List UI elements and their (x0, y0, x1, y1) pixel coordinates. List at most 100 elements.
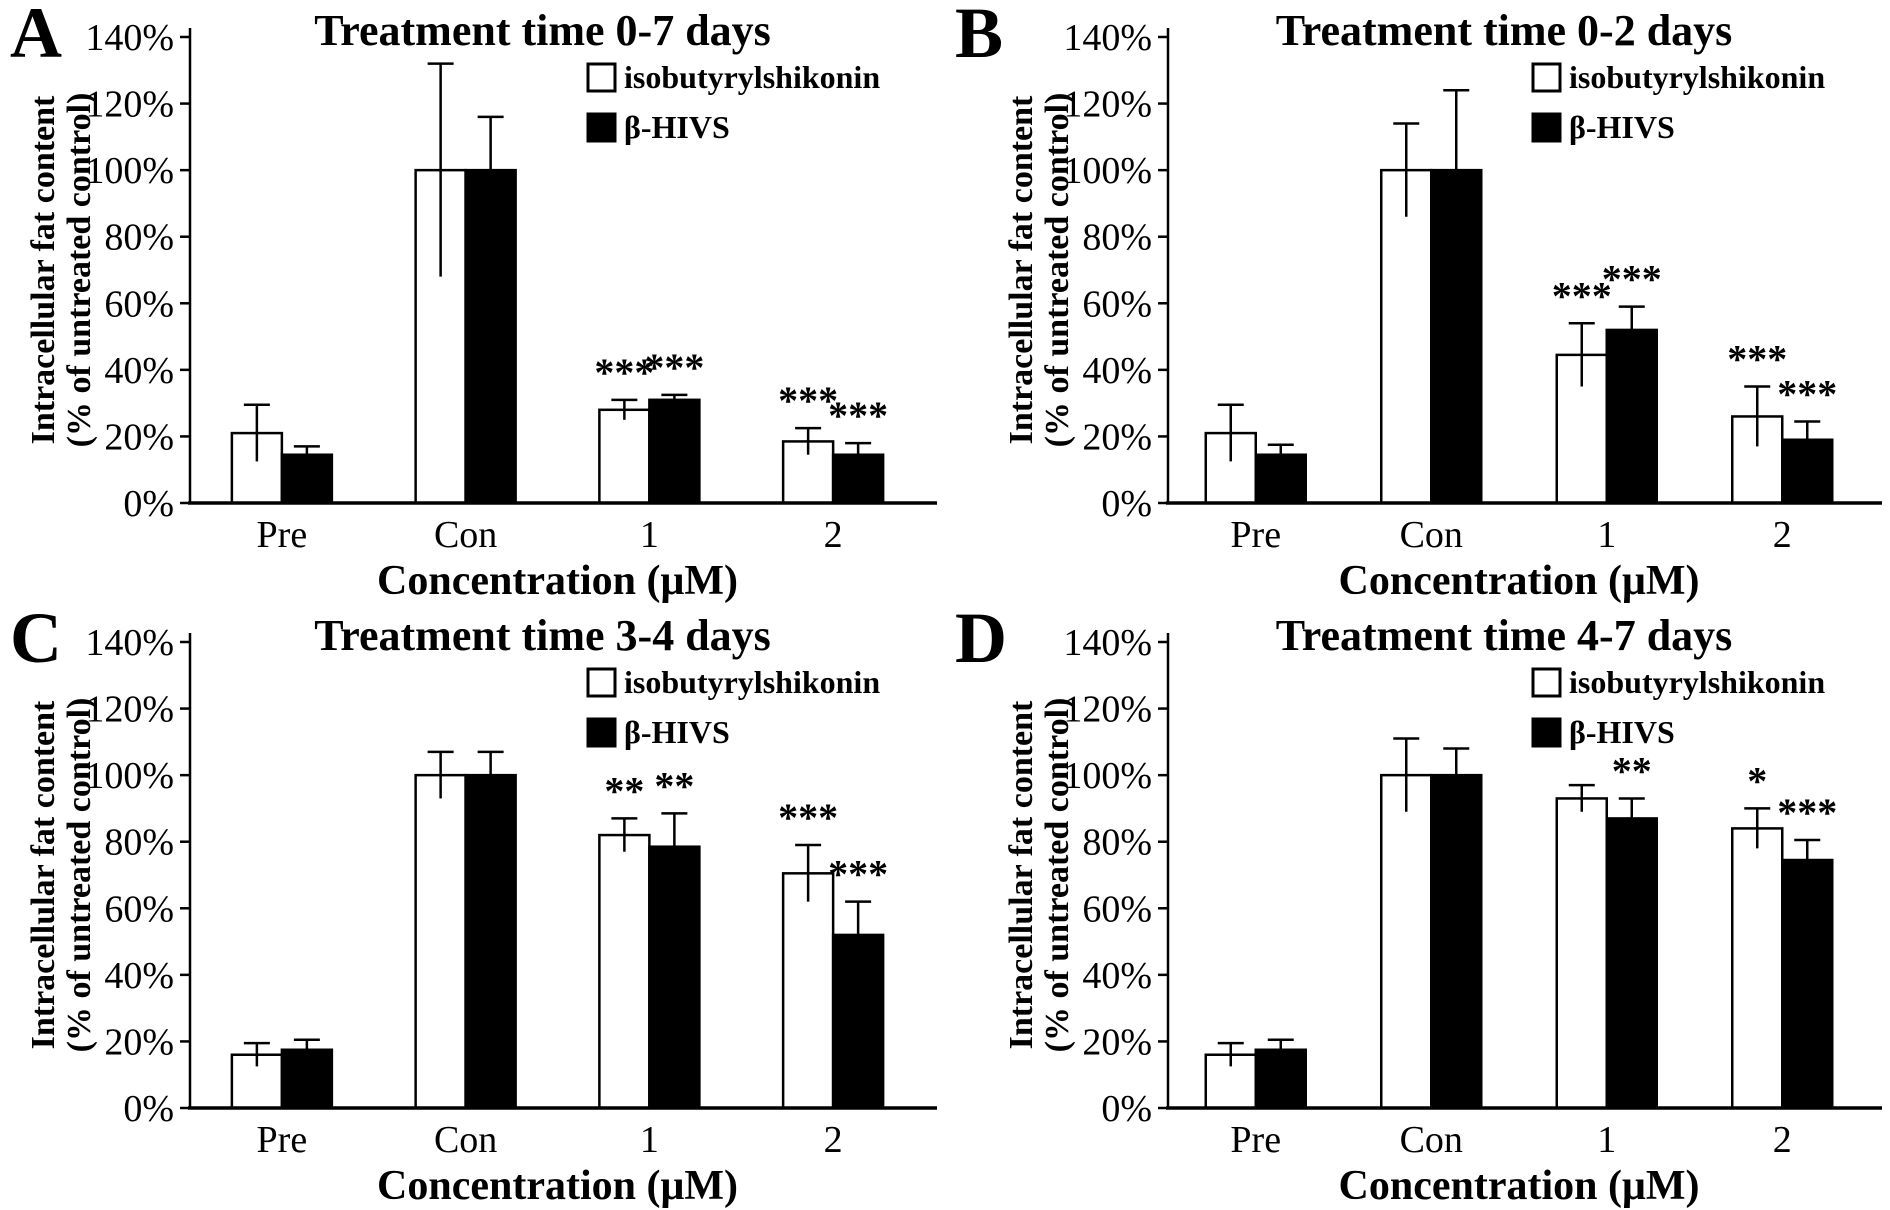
y-tick-label: 120% (85, 84, 174, 126)
significance-stars: *** (1727, 337, 1787, 382)
y-tick-label: 120% (1063, 84, 1152, 126)
y-axis-label: (% of untreated control) (1039, 93, 1076, 448)
legend-swatch (586, 667, 617, 698)
x-axis-label: Concentration (μM) (377, 558, 738, 604)
category-label: 1 (640, 514, 659, 556)
y-tick-label: 0% (123, 1088, 174, 1130)
significance-stars: ** (654, 763, 694, 808)
y-tick-label: 20% (104, 416, 174, 458)
category-label: 2 (824, 514, 843, 556)
significance-stars: *** (1602, 257, 1662, 302)
bar (414, 773, 467, 1110)
significance-stars: *** (778, 795, 838, 840)
y-tick-label: 100% (1063, 150, 1152, 192)
chart-title: Treatment time 4-7 days (1276, 611, 1733, 660)
panel-letter: C (10, 598, 62, 678)
y-tick-label: 140% (85, 17, 174, 59)
significance-stars: *** (594, 350, 654, 395)
y-axis-label: Intracellular fat content (1003, 700, 1040, 1049)
bar (1605, 817, 1658, 1110)
y-axis-label: (% of untreated control) (61, 93, 98, 448)
bar (1380, 168, 1433, 505)
panel-D-chart: 0% 20% 40% 60% 80% 100% 120% 140% Treatment time… (1003, 611, 1882, 1209)
x-axis-label: Concentration (μM) (1339, 558, 1700, 604)
y-axis-label: (% of untreated control) (1039, 698, 1076, 1053)
y-tick-label: 60% (1082, 888, 1152, 930)
y-tick-label: 0% (1101, 483, 1152, 525)
bar (1555, 797, 1608, 1110)
significance-stars: *** (644, 345, 704, 390)
bar (1731, 827, 1784, 1110)
y-tick-label: 120% (85, 689, 174, 731)
bar (1605, 328, 1658, 505)
legend-label: isobutyrylshikonin (624, 664, 880, 700)
legend-label: β-HIVS (624, 714, 730, 750)
legend-label: isobutyrylshikonin (624, 59, 880, 95)
bar (1380, 773, 1433, 1110)
bar (464, 168, 517, 505)
y-tick-label: 100% (85, 150, 174, 192)
y-tick-label: 40% (104, 350, 174, 392)
significance-stars: ** (1612, 748, 1652, 793)
y-tick-label: 0% (123, 483, 174, 525)
y-tick-label: 60% (1082, 283, 1152, 325)
y-tick-label: 80% (104, 217, 174, 259)
category-label: 1 (640, 1119, 659, 1161)
y-tick-label: 100% (85, 755, 174, 797)
category-label: 2 (1773, 514, 1792, 556)
panel-D: D 0% 20% 40% 60% 80% 100% 120% 140% Treatment ti… (945, 598, 1890, 1210)
significance-stars: *** (1777, 790, 1837, 835)
legend-label: β-HIVS (624, 109, 730, 145)
y-axis-label: Intracellular fat content (25, 95, 62, 444)
bar (598, 833, 651, 1110)
significance-stars: * (1747, 758, 1767, 803)
legend-swatch (586, 62, 617, 93)
category-label: Pre (257, 1119, 308, 1161)
legend-label: β-HIVS (1569, 714, 1675, 750)
y-tick-label: 140% (1063, 622, 1152, 664)
category-label: 1 (1597, 514, 1616, 556)
chart-title: Treatment time 0-7 days (314, 6, 771, 55)
bar (648, 398, 701, 505)
category-label: 1 (1597, 1119, 1616, 1161)
y-tick-label: 40% (1082, 955, 1152, 997)
category-label: Pre (1230, 1119, 1281, 1161)
significance-stars: *** (828, 852, 888, 897)
panel-letter: A (10, 0, 62, 73)
y-tick-label: 80% (1082, 217, 1152, 259)
category-label: Pre (1230, 514, 1281, 556)
panel-C-chart: 0% 20% 40% 60% 80% 100% 120% 140% Treatment time… (25, 611, 937, 1209)
category-label: Con (1400, 1119, 1463, 1161)
category-label: Pre (257, 514, 308, 556)
category-label: Con (1400, 514, 1463, 556)
panel-C: C 0% 20% 40% 60% 80% 100% 120% 140% Treatment ti… (0, 598, 945, 1210)
legend-label: isobutyrylshikonin (1569, 59, 1825, 95)
y-tick-label: 140% (85, 622, 174, 664)
category-label: 2 (1773, 1119, 1792, 1161)
category-label: Con (434, 1119, 497, 1161)
bar (464, 773, 517, 1110)
legend-swatch (586, 112, 617, 143)
significance-stars: ** (604, 768, 644, 813)
chart-title: Treatment time 0-2 days (1276, 6, 1733, 55)
panel-B-chart: 0% 20% 40% 60% 80% 100% 120% 140% Treatment time… (1003, 6, 1882, 604)
y-tick-label: 100% (1063, 755, 1152, 797)
significance-stars: *** (828, 393, 888, 438)
y-tick-label: 140% (1063, 17, 1152, 59)
bar (781, 872, 835, 1110)
legend-swatch (1531, 62, 1562, 93)
legend-swatch (1531, 717, 1562, 748)
y-tick-label: 20% (1082, 416, 1152, 458)
y-axis-label: (% of untreated control) (61, 698, 98, 1053)
y-tick-label: 40% (1082, 350, 1152, 392)
x-axis-label: Concentration (μM) (1339, 1163, 1700, 1209)
y-tick-label: 20% (1082, 1021, 1152, 1063)
x-axis-label: Concentration (μM) (377, 1163, 738, 1209)
y-tick-label: 80% (104, 822, 174, 864)
y-tick-label: 60% (104, 283, 174, 325)
y-tick-label: 20% (104, 1021, 174, 1063)
bar (1430, 773, 1483, 1110)
significance-stars: *** (1777, 371, 1837, 416)
y-axis-label: Intracellular fat content (25, 700, 62, 1049)
significance-stars: *** (778, 378, 838, 423)
